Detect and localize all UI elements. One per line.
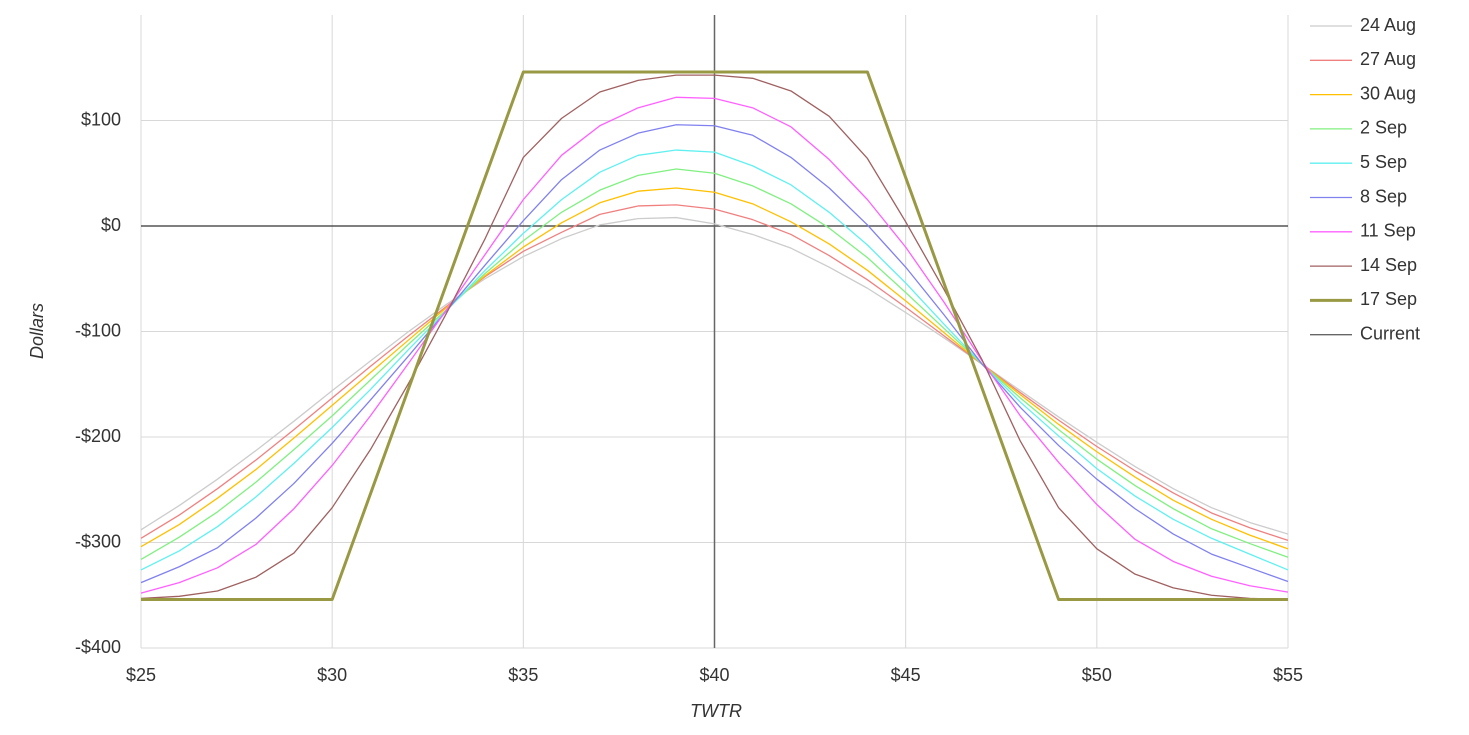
- x-tick-label: $25: [126, 665, 156, 685]
- x-tick-label: $35: [508, 665, 538, 685]
- y-tick-label: -$400: [75, 637, 121, 657]
- legend-label: 8 Sep: [1360, 186, 1407, 206]
- y-tick-label: $0: [101, 215, 121, 235]
- series-line: [140, 187, 1289, 550]
- y-axis-title: Dollars: [27, 303, 47, 359]
- series-line: [140, 216, 1289, 535]
- series-line: [140, 74, 1289, 601]
- x-axis-title: TWTR: [690, 701, 742, 721]
- legend-label: 17 Sep: [1360, 289, 1417, 309]
- x-tick-label: $55: [1273, 665, 1303, 685]
- x-tick-label: $30: [317, 665, 347, 685]
- series-line: [140, 96, 1289, 594]
- legend-label: 14 Sep: [1360, 255, 1417, 275]
- y-tick-label: -$100: [75, 320, 121, 340]
- y-tick-label: $100: [81, 109, 121, 129]
- series-line: [141, 70, 1288, 601]
- y-tick-label: -$300: [75, 531, 121, 551]
- y-tick-label: -$200: [75, 426, 121, 446]
- series-line: [140, 149, 1289, 571]
- legend-label: 2 Sep: [1360, 118, 1407, 138]
- legend-label: 24 Aug: [1360, 15, 1416, 35]
- series-line: [140, 168, 1289, 560]
- legend-label: 11 Sep: [1360, 221, 1416, 241]
- legend-label: 30 Aug: [1360, 83, 1416, 103]
- x-tick-label: $40: [699, 665, 729, 685]
- legend-label: 27 Aug: [1360, 49, 1416, 69]
- x-tick-label: $45: [891, 665, 921, 685]
- legend-label: Current: [1360, 323, 1420, 343]
- series-line: [140, 204, 1289, 542]
- legend-label: 5 Sep: [1360, 152, 1407, 172]
- series-line: [140, 124, 1289, 584]
- x-tick-label: $50: [1082, 665, 1112, 685]
